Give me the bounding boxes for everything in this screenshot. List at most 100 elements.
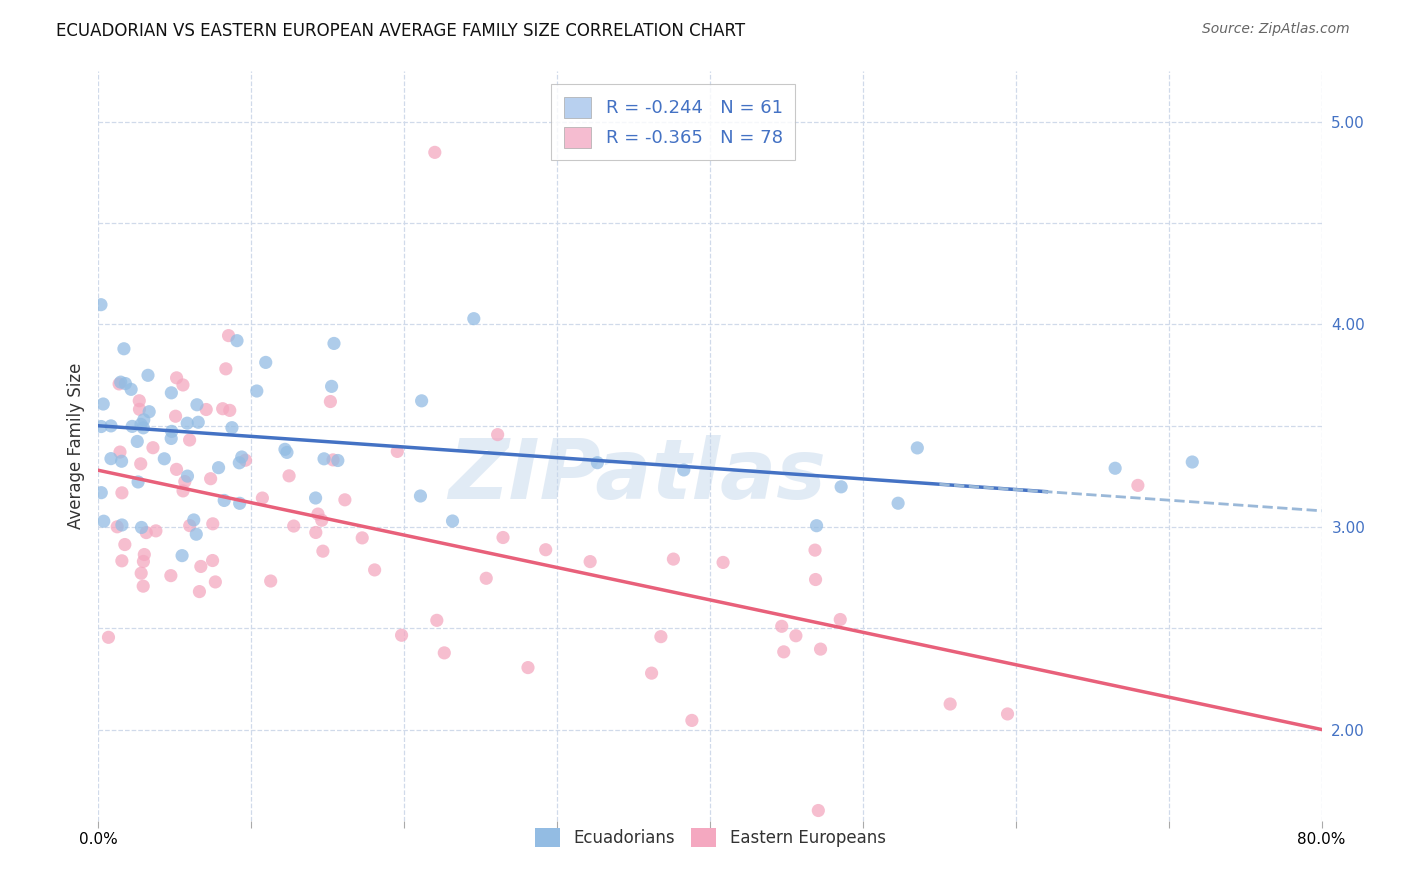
Point (311, 513, 333, 527)
Point (93, 514, 115, 528)
Point (672, 463, 695, 477)
Point (441, 514, 464, 528)
Point (207, 460, 229, 475)
Point (804, 573, 827, 587)
Point (254, 355, 277, 369)
Point (173, 475, 195, 489)
Point (129, 417, 152, 432)
Point (108, 445, 131, 459)
Point (322, 453, 344, 467)
Point (90, 298, 112, 312)
Point (105, 520, 128, 534)
Point (772, 645, 794, 659)
Point (517, 660, 540, 674)
Point (201, 553, 224, 567)
Point (1104, 461, 1126, 475)
Point (142, 441, 165, 455)
Point (391, 628, 413, 642)
Point (114, 537, 136, 551)
Point (423, 145, 446, 160)
Point (135, 525, 157, 540)
Point (145, 524, 167, 538)
Point (111, 554, 134, 568)
Point (218, 328, 240, 343)
Point (830, 480, 852, 494)
Point (90, 485, 112, 500)
Point (160, 425, 183, 439)
Point (534, 542, 557, 557)
Point (179, 433, 201, 447)
Point (492, 531, 515, 545)
Point (228, 456, 250, 470)
Point (486, 427, 509, 442)
Point (312, 451, 335, 466)
Point (110, 375, 132, 389)
Point (681, 714, 703, 728)
Point (128, 393, 150, 408)
Point (276, 445, 298, 459)
Point (218, 403, 240, 417)
Point (166, 371, 188, 385)
Text: ZIPatlas: ZIPatlas (447, 435, 825, 516)
Point (1181, 455, 1204, 469)
Point (321, 379, 343, 393)
Text: Source: ZipAtlas.com: Source: ZipAtlas.com (1202, 22, 1350, 37)
Point (153, 451, 176, 466)
Point (807, 804, 830, 818)
Point (997, 706, 1019, 721)
Point (120, 382, 142, 396)
Point (475, 571, 498, 585)
Point (172, 483, 194, 498)
Point (586, 456, 609, 470)
Point (176, 416, 198, 430)
Point (134, 548, 156, 562)
Point (132, 421, 155, 435)
Point (114, 376, 136, 391)
Point (211, 401, 233, 416)
Point (463, 311, 485, 326)
Point (804, 543, 827, 558)
Point (252, 491, 274, 505)
Point (650, 630, 672, 644)
Point (128, 402, 150, 417)
Point (91, 397, 114, 411)
Point (97, 630, 120, 644)
Point (129, 457, 152, 471)
Point (160, 568, 183, 582)
Point (100, 418, 122, 433)
Point (579, 555, 602, 569)
Point (204, 574, 226, 589)
Point (785, 629, 807, 643)
Point (304, 491, 326, 505)
Point (172, 378, 194, 392)
Y-axis label: Average Family Size: Average Family Size (66, 363, 84, 529)
Point (830, 613, 852, 627)
Point (810, 642, 832, 657)
Point (183, 513, 205, 527)
Point (188, 584, 211, 599)
Text: ECUADORIAN VS EASTERN EUROPEAN AVERAGE FAMILY SIZE CORRELATION CHART: ECUADORIAN VS EASTERN EUROPEAN AVERAGE F… (56, 22, 745, 40)
Point (186, 398, 208, 412)
Point (409, 489, 432, 503)
Point (201, 516, 224, 531)
Point (195, 402, 218, 417)
Point (90, 419, 112, 434)
Point (111, 518, 134, 533)
Point (228, 496, 250, 510)
Point (136, 368, 159, 383)
Point (939, 697, 962, 711)
Point (160, 385, 183, 400)
Point (100, 451, 122, 466)
Point (363, 563, 385, 577)
Point (411, 393, 433, 408)
Point (235, 453, 257, 467)
Point (323, 336, 346, 351)
Point (278, 468, 301, 483)
Point (121, 419, 143, 434)
Point (112, 342, 135, 356)
Point (1126, 478, 1149, 492)
Point (110, 454, 132, 468)
Point (887, 496, 910, 510)
Legend: Ecuadorians, Eastern Europeans: Ecuadorians, Eastern Europeans (527, 821, 893, 854)
Point (662, 552, 685, 566)
